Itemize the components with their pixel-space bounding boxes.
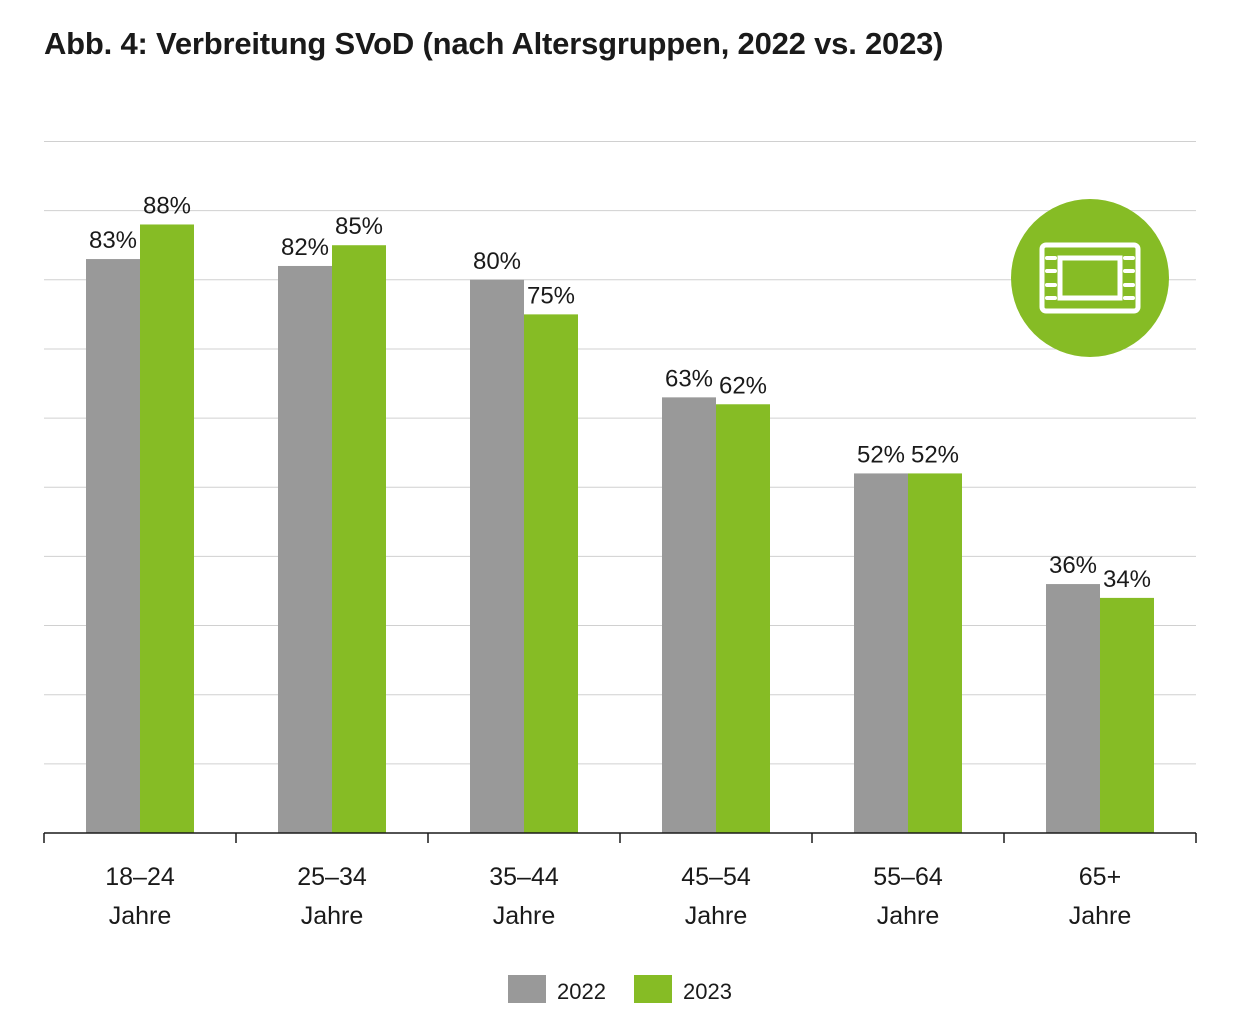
gridlines xyxy=(44,141,1196,765)
bar-2022 xyxy=(662,397,716,833)
data-label-2023: 62% xyxy=(719,372,767,399)
legend-swatch-2023 xyxy=(634,975,672,1003)
bar-2022 xyxy=(278,265,332,834)
icon-circle xyxy=(1011,199,1169,357)
bars xyxy=(86,224,1154,834)
bar-2022 xyxy=(86,259,140,833)
data-label-2022: 82% xyxy=(281,234,329,261)
x-tick-label: 65+ Jahre xyxy=(1069,863,1132,930)
chart-title: Abb. 4: Verbreitung SVoD (nach Altersgru… xyxy=(44,26,944,61)
data-label-2022: 80% xyxy=(473,248,521,275)
legend: 2022 2023 xyxy=(508,975,732,1004)
bar-2023 xyxy=(1100,597,1154,833)
legend-swatch-2022 xyxy=(508,975,546,1003)
data-label-2023: 85% xyxy=(335,213,383,240)
x-tick-label: 18–24 Jahre xyxy=(105,863,175,930)
x-tick-label: 25–34 Jahre xyxy=(297,863,367,930)
bar-2022 xyxy=(854,473,908,833)
data-label-2023: 34% xyxy=(1103,566,1151,593)
data-label-2022: 83% xyxy=(89,227,137,254)
bar-2022 xyxy=(1046,584,1100,833)
x-tick-label: 55–64 Jahre xyxy=(873,863,943,930)
data-label-2022: 63% xyxy=(665,365,713,392)
x-tick-label: 45–54 Jahre xyxy=(681,863,751,930)
x-tick-labels: 18–24 Jahre 25–34 Jahre 35–44 Jahre 45–54 Jahre… xyxy=(105,863,1131,930)
bar-2022 xyxy=(470,279,524,833)
x-axis xyxy=(43,832,1197,843)
x-tick-label: 35–44 Jahre xyxy=(489,863,559,930)
data-labels: 83% 82% 80% 63% 52% 36% 88% 85% 75% 62% 52% 34% xyxy=(89,192,1151,592)
data-label-2023: 52% xyxy=(911,441,959,468)
data-label-2023: 75% xyxy=(527,282,575,309)
bar-2023 xyxy=(332,245,386,834)
bar-2023 xyxy=(716,404,770,833)
data-label-2022: 52% xyxy=(857,441,905,468)
bar-2023 xyxy=(524,314,578,833)
film-strip-icon xyxy=(1011,199,1169,357)
bar-2023 xyxy=(908,473,962,833)
data-label-2022: 36% xyxy=(1049,552,1097,579)
film-window xyxy=(1057,255,1123,301)
legend-label-2022: 2022 xyxy=(557,979,606,1004)
legend-label-2023: 2023 xyxy=(683,979,732,1004)
data-label-2023: 88% xyxy=(143,192,191,219)
bar-2023 xyxy=(140,224,194,834)
film-frame xyxy=(1039,242,1141,314)
